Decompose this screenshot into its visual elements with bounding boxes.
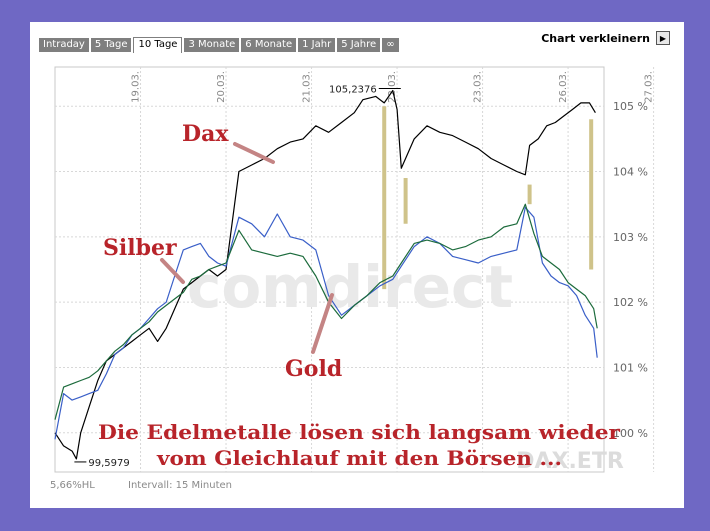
silber-annotation: Silber bbox=[103, 235, 177, 261]
gold-annotation: Gold bbox=[285, 356, 342, 382]
y-tick-label: 102 % bbox=[613, 296, 648, 309]
x-tick-label: 27.03. bbox=[644, 71, 655, 103]
price-chart: 19.03. 20.03. 21.03. 22.03. 23.03. 26.03. 27.0… bbox=[54, 66, 655, 474]
x-tick-label: 22.03. bbox=[387, 71, 398, 103]
silber-arrow bbox=[160, 258, 185, 284]
timeframe-tabs: Intraday 5 Tage 10 Tage 3 Monate 6 Monate 1 J… bbox=[39, 37, 401, 53]
x-tick-label: 23.03. bbox=[473, 71, 484, 103]
x-tick-label: 26.03. bbox=[558, 71, 569, 103]
tab-7[interactable]: ∞ bbox=[382, 38, 399, 52]
gold-arrow bbox=[311, 293, 334, 354]
play-icon[interactable]: ▶ bbox=[656, 31, 670, 45]
watermark: comdirect bbox=[187, 253, 513, 321]
y-tick-label: 103 % bbox=[613, 231, 648, 244]
y-tick-label: 104 % bbox=[613, 166, 648, 179]
caption-line-2: vom Gleichlauf mit den Börsen ... bbox=[156, 446, 562, 470]
x-tick-label: 20.03. bbox=[216, 71, 227, 103]
y-tick-label: 105 % bbox=[613, 100, 648, 113]
tab-2[interactable]: 10 Tage bbox=[133, 37, 183, 53]
min-label: 99,5979 bbox=[88, 458, 129, 469]
shrink-chart-button[interactable]: Chart verkleinern ▶ bbox=[541, 31, 670, 45]
shrink-chart-label: Chart verkleinern bbox=[541, 31, 650, 45]
dax-annotation: Dax bbox=[182, 121, 229, 147]
dax-arrow bbox=[233, 142, 275, 164]
x-tick-label: 21.03. bbox=[302, 71, 313, 103]
y-tick-label: 101 % bbox=[613, 361, 648, 374]
dax-line bbox=[54, 89, 596, 460]
range-label: 5,66%HL bbox=[50, 480, 95, 491]
y-tick-label: 100 % bbox=[613, 427, 648, 440]
tab-4[interactable]: 6 Monate bbox=[241, 38, 297, 52]
gold-line bbox=[54, 203, 598, 420]
x-tick-label: 19.03. bbox=[131, 71, 142, 103]
tab-5[interactable]: 1 Jahr bbox=[298, 38, 336, 52]
tab-3[interactable]: 3 Monate bbox=[184, 38, 240, 52]
tab-1[interactable]: 5 Tage bbox=[90, 38, 132, 52]
tab-6[interactable]: 5 Jahre bbox=[337, 38, 381, 52]
max-label: 105,2376 bbox=[329, 85, 377, 96]
chart-panel: Intraday 5 Tage 10 Tage 3 Monate 6 Monate 1 J… bbox=[30, 22, 684, 508]
interval-label: Intervall: 15 Minuten bbox=[128, 480, 233, 491]
watermark-ticker: DAX.ETR bbox=[516, 449, 624, 474]
tab-0[interactable]: Intraday bbox=[39, 38, 89, 52]
plot-area bbox=[54, 66, 605, 473]
caption-line-1: Die Edelmetalle lösen sich langsam wiede… bbox=[98, 420, 620, 444]
